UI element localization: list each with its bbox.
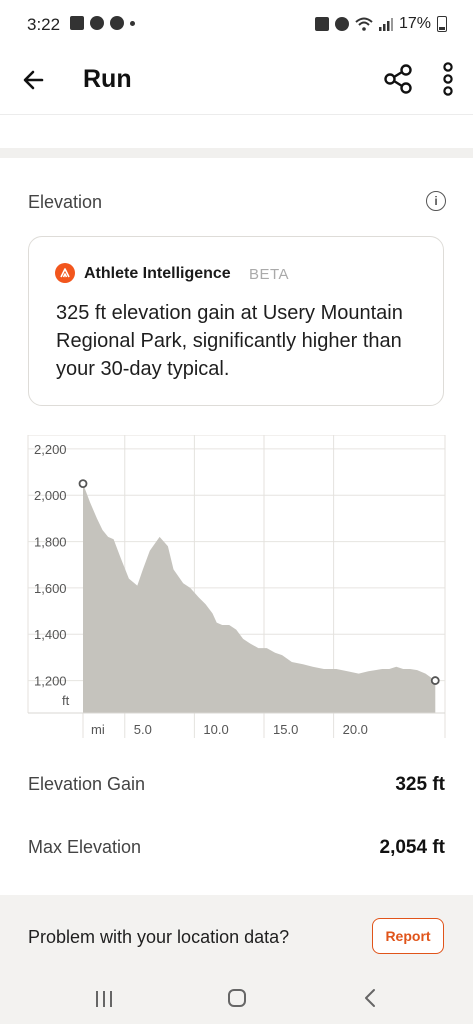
nfc-icon — [314, 17, 329, 31]
back-arrow-icon — [23, 70, 44, 90]
elevation-info-button[interactable]: i — [426, 191, 446, 211]
share-icon — [384, 64, 412, 94]
share-button[interactable] — [382, 62, 416, 96]
elevation-area — [83, 483, 436, 713]
elevation-gain-label: Elevation Gain — [28, 774, 146, 794]
section-separator — [0, 148, 473, 158]
status-left-icons — [70, 16, 135, 30]
x-tick-label: 5.0 — [134, 722, 152, 737]
status-time: 3:22 — [27, 15, 61, 34]
alarm-icon — [334, 17, 349, 31]
x-tick-label: 20.0 — [343, 722, 368, 737]
elevation-chart[interactable]: 2,200 2,000 1,800 1,600 1,400 1,200 ft mi 5.0 10.… — [0, 435, 473, 740]
signal-icon — [378, 18, 393, 31]
facebook-icon — [90, 16, 104, 30]
page-title: Run — [83, 65, 132, 93]
y-unit-label: ft — [62, 693, 70, 708]
beta-badge: BETA — [249, 266, 290, 283]
report-button[interactable]: Report — [372, 918, 444, 954]
home-icon — [228, 989, 246, 1007]
elevation-gain-value: 325 ft — [395, 774, 445, 795]
system-back-button[interactable] — [360, 986, 382, 1010]
status-right-icons: 17% — [314, 15, 447, 33]
location-problem-text: Problem with your location data? — [28, 927, 290, 947]
recents-button[interactable] — [90, 988, 118, 1010]
system-nav-bar — [0, 970, 473, 1024]
wifi-icon — [355, 17, 373, 31]
y-tick-label: 1,600 — [34, 581, 67, 596]
home-button[interactable] — [227, 988, 247, 1008]
x-unit-label: mi — [91, 722, 105, 737]
header-divider — [0, 114, 473, 115]
status-bar: 3:22 17% — [0, 0, 473, 52]
end-point-marker — [430, 676, 440, 685]
y-tick-label: 1,800 — [34, 535, 67, 550]
max-elevation-label: Max Elevation — [28, 837, 142, 857]
battery-percent: 17% — [398, 15, 431, 32]
top-app-bar: Run — [0, 52, 473, 112]
battery-icon — [437, 16, 447, 32]
missed-call-icon — [110, 16, 124, 30]
more-options-button[interactable] — [434, 60, 462, 98]
y-tick-label: 1,200 — [34, 674, 67, 689]
back-icon — [365, 989, 375, 1007]
elevation-section-title: Elevation — [28, 192, 103, 212]
x-tick-label: 10.0 — [203, 722, 228, 737]
athlete-intelligence-logo-icon — [55, 263, 75, 283]
athlete-intelligence-summary: 325 ft elevation gain at Usery Mountain … — [56, 302, 403, 380]
more-vertical-icon — [443, 62, 453, 96]
max-elevation-value: 2,054 ft — [379, 837, 445, 858]
gallery-icon — [70, 16, 84, 30]
athlete-intelligence-card: Athlete Intelligence BETA 325 ft elevati… — [28, 236, 444, 406]
dot-icon — [130, 21, 135, 26]
athlete-intelligence-title: Athlete Intelligence — [84, 265, 231, 282]
y-tick-label: 1,400 — [34, 627, 67, 642]
recents-icon — [96, 991, 112, 1007]
x-tick-label: 15.0 — [273, 722, 298, 737]
y-tick-label: 2,000 — [34, 488, 67, 503]
y-tick-label: 2,200 — [34, 442, 67, 457]
back-button[interactable] — [18, 64, 50, 96]
start-point-marker — [78, 479, 88, 489]
